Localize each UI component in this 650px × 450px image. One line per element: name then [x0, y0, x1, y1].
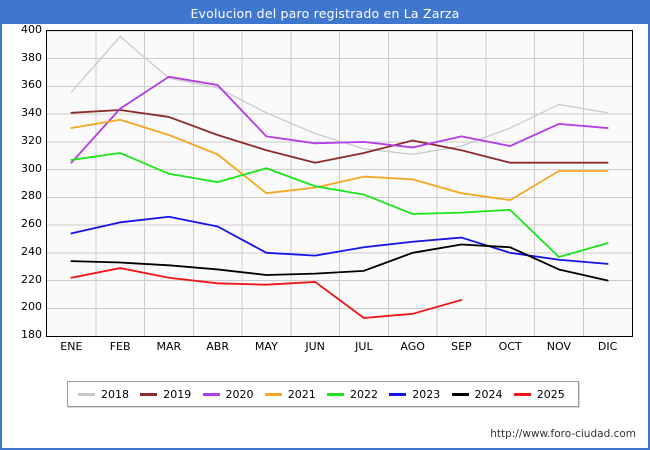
x-tick-label-mar: MAR: [156, 340, 182, 353]
series-line-2020: [70, 75, 609, 164]
y-tick-label: 280: [21, 189, 42, 203]
series-line-2023: [70, 215, 609, 265]
legend-swatch-2024: [451, 392, 469, 396]
legend-swatch-2021: [264, 392, 282, 396]
x-tick-label-feb: FEB: [109, 340, 131, 353]
x-tick-label-jul: JUL: [355, 340, 373, 353]
x-tick-label-ago: AGO: [400, 340, 425, 353]
legend-swatch-2023: [389, 392, 407, 396]
y-tick-label: 380: [21, 50, 42, 64]
x-tick-label-abr: ABR: [206, 340, 229, 353]
legend-swatch-2018: [78, 392, 95, 396]
legend-label-2021: 2021: [287, 387, 316, 401]
page-title: Evolucion del paro registrado en La Zarz…: [190, 5, 460, 21]
x-tick-label-nov: NOV: [546, 340, 571, 353]
line-chart: [47, 31, 632, 336]
x-tick-label-sep: SEP: [451, 340, 472, 353]
y-tick-label: 260: [21, 217, 42, 231]
y-tick-label: 220: [21, 272, 42, 286]
series-line-2025: [70, 267, 463, 319]
legend-item-2020[interactable]: 2020: [199, 388, 261, 401]
x-tick-label-jun: JUN: [305, 340, 325, 353]
legend-swatch-2020: [202, 392, 220, 396]
legend-label-2024: 2024: [474, 387, 503, 401]
y-tick-label: 340: [21, 106, 42, 120]
x-tick-label-dic: DIC: [597, 340, 618, 353]
legend-label-2023: 2023: [412, 387, 441, 401]
y-tick-label: 200: [21, 300, 42, 314]
source-url: http://www.foro-ciudad.com: [490, 428, 636, 440]
y-tick-label: 180: [21, 328, 42, 341]
chart-legend: 2018 2019 2020 2021 2022 2023 2024 2025: [67, 381, 579, 407]
legend-item-2024[interactable]: 2024: [448, 388, 510, 401]
legend-item-2022[interactable]: 2022: [323, 388, 385, 401]
legend-item-2025[interactable]: 2025: [510, 388, 572, 401]
legend-label-2020: 2020: [225, 387, 254, 401]
x-axis: ENE FEB MAR ABR MAY JUN JUL AGO SEP OCT NOV DIC: [46, 340, 634, 358]
legend-item-2018[interactable]: 2018: [74, 388, 136, 401]
plot-area: [46, 30, 633, 337]
y-tick-label: 320: [21, 133, 42, 147]
legend-item-2021[interactable]: 2021: [261, 388, 323, 401]
series-line-2022: [70, 152, 609, 258]
legend-swatch-2025: [513, 392, 531, 396]
legend-label-2019: 2019: [163, 387, 192, 401]
legend-swatch-2022: [327, 392, 344, 396]
legend-swatch-2019: [140, 392, 158, 396]
series-line-2024: [70, 243, 609, 282]
x-tick-label-ene: ENE: [60, 340, 83, 353]
window-title-bar: Evolucion del paro registrado en La Zarz…: [2, 2, 648, 24]
x-tick-label-may: MAY: [254, 340, 278, 353]
y-tick-label: 240: [21, 244, 42, 258]
legend-label-2022: 2022: [350, 387, 378, 401]
x-tick-label-oct: OCT: [498, 340, 522, 353]
legend-label-2018: 2018: [101, 387, 129, 401]
y-axis: 400 380 360 340 320 300 280 260 240 220 200 180: [2, 24, 42, 341]
series-line-2021: [70, 118, 609, 202]
series-line-2018: [70, 35, 609, 155]
y-tick-label: 400: [21, 23, 42, 36]
legend-item-2019[interactable]: 2019: [136, 388, 198, 401]
y-tick-label: 300: [21, 161, 42, 175]
legend-label-2025: 2025: [536, 387, 565, 401]
legend-item-2023[interactable]: 2023: [385, 388, 447, 401]
y-tick-label: 360: [21, 78, 42, 92]
series-line-2019: [70, 109, 609, 164]
